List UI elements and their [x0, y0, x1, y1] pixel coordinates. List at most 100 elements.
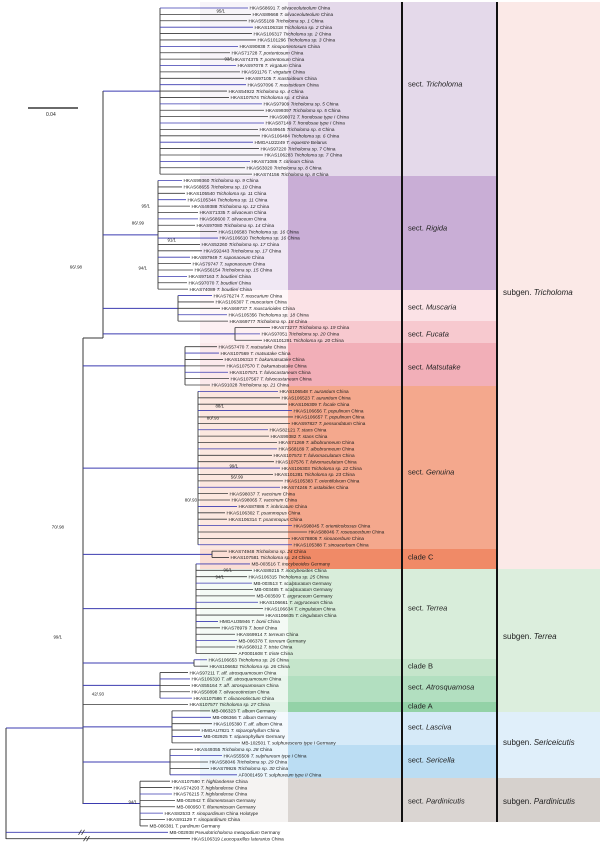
- sect-rigida-label: sect. Rigida: [408, 224, 447, 233]
- support-value: 88/1: [215, 404, 224, 409]
- tip-label: MB-102501 T. sulphurescens type I German…: [242, 741, 337, 746]
- tip-label: HKAS106523 T. aurantium China: [282, 395, 352, 400]
- sect-sericella-tint: [200, 745, 288, 778]
- tip-label: HKAS107577 Tricholoma sp. 27 China: [190, 702, 271, 707]
- tip-label: HKAS106583 Tricholoma sp. 16 China: [219, 229, 300, 234]
- tip-label: HKAS99397 Tricholoma sp. 5 China: [266, 108, 341, 113]
- tip-label: HKAS49388 Tricholoma sp. 12 China: [192, 204, 270, 209]
- tip-label: HKAS106283 Tricholoma sp. 7 China: [265, 153, 343, 158]
- tip-label: AF0001459 T. sulphureum type II China: [239, 773, 322, 778]
- tip-label: HKAS106548 T. aurantium China: [280, 389, 350, 394]
- support-value: 80/.93: [207, 416, 220, 421]
- tip-label: HKAS82121 T. stans China: [270, 427, 327, 432]
- tip-label: HKAS105390 T. aff. album China: [214, 721, 283, 726]
- tip-label: HKAS106319 Leucopaxillus laterarius Chin…: [192, 836, 285, 841]
- sect-fucata-tint: [200, 321, 288, 343]
- sect-terrea-label: sect. Terrea: [408, 604, 447, 613]
- sect-lasciva-tint: [200, 712, 288, 745]
- tip-label: HKAS68600 T. olivaceum China: [200, 217, 267, 222]
- subgen-tricholoma-label: subgen. Tricholoma: [503, 288, 573, 297]
- support-value: 95/1: [141, 204, 150, 209]
- sect-muscaria-tint: [200, 290, 288, 321]
- sect-pardinicutis-label: sect. Pardinicutis: [408, 797, 465, 806]
- tip-label: HKAS91129 T. sinopardinum China: [167, 817, 241, 822]
- tip-label: HKAS97220 Tricholoma sp. 7 China: [261, 146, 336, 151]
- tip-label: HKAS106484 Tricholoma sp. 6 China: [262, 134, 340, 139]
- tip-label: HKAS69914 T. terreum China: [237, 632, 299, 637]
- tip-label: HKAS106657 T. populinum China: [295, 415, 365, 420]
- subgen-pardinicutis-block: [497, 778, 600, 822]
- tip-label: HKAS63020 Tricholoma sp. 8 China: [247, 165, 322, 170]
- tip-label: HKAS55164 T. aff. atrosquamosum China: [192, 683, 280, 688]
- tip-label: HKAS105356 Tricholoma sp. 18 China: [229, 312, 310, 317]
- tip-label: HKAS97909 Tricholoma sp. 5 China: [264, 102, 339, 107]
- tip-label: HKAS106307 T. muscarium China: [216, 300, 288, 305]
- tip-label: HKAS107570 T. bakamatsutake China: [227, 364, 307, 369]
- sect-atrosquamosa-block: [288, 676, 497, 702]
- tip-label: HKAS106313 T. bakamatsutake China: [225, 357, 305, 362]
- clade-a-tint: [200, 702, 288, 712]
- clade-a-label: clade A: [408, 702, 433, 711]
- tip-label: HKAS97827 T. pessundatum China: [292, 421, 366, 426]
- scale-bar-label: 0.04: [46, 112, 56, 118]
- tip-label: HKAS68189 T. albobrunneum China: [279, 447, 355, 452]
- sect-genuina-tint: [200, 386, 288, 549]
- tip-label: HKAS79926 Tricholoma sp. 30 China: [211, 766, 289, 771]
- tip-label: HKAS97080 Tricholoma sp. 14 China: [197, 223, 275, 228]
- tip-label: HKAS68691 T. olivaceoluteolum China: [250, 6, 331, 11]
- support-value: 95/1: [216, 9, 225, 14]
- tip-label: HKAS74089 T. boudieri China: [190, 287, 253, 292]
- tip-label: HKAS82533 T. sinopardinum China Holotype: [165, 811, 259, 816]
- sect-tricholoma-label: sect. Tricholoma: [408, 80, 462, 89]
- subgen-sericeicutis-block: [497, 712, 600, 778]
- sect-muscaria-label: sect. Muscaria: [408, 303, 456, 312]
- tip-label: HKAS98037 T. vaccinum China: [230, 491, 296, 496]
- tip-label: HKAS89215 T. inocybeoides China: [254, 568, 327, 573]
- support-value: 86/.99: [132, 221, 145, 226]
- tip-label: HKAS97949 T. saponaceum China: [192, 255, 265, 260]
- tip-label: HKAS107571 T. fulvocastaneum China: [230, 370, 312, 375]
- tip-label: HKAS106315 Tricholoma sp. 25 China: [249, 574, 330, 579]
- support-value: 94/1: [138, 266, 147, 271]
- tip-label: HKAS49355 Tricholoma sp. 28 China: [195, 747, 273, 752]
- support-value: 66/.98: [70, 265, 83, 270]
- sect-terrea-tint: [200, 569, 288, 659]
- support-value: 99/1: [53, 635, 62, 640]
- tip-label: HKAS106653 Tricholoma sp. 26 China: [209, 657, 290, 662]
- tip-label: HKAS106309 T. focale China: [289, 402, 350, 407]
- tip-label: HKAS107576 T. fulvomaculatum China: [276, 459, 358, 464]
- tip-label: HKAS54922 Tricholoma sp. 4 China: [229, 89, 304, 94]
- tip-label: HKAS106634 T. cingulatum China: [265, 606, 336, 611]
- tip-label: HKAS90838 T. sinoportentosum China: [240, 44, 321, 49]
- tip-label: HKAS50898 T. olivaceotinctum China: [192, 689, 270, 694]
- tip-label: MB-002942 T. filamentosum Germany: [177, 798, 257, 803]
- clade-b-tint: [200, 659, 288, 676]
- tip-label: HKAS89668 T. olivaceoluteolum China: [253, 12, 334, 17]
- tip-label: HKAS105540 Tricholoma sp. 11 China: [187, 191, 267, 196]
- tip-label: MB-003485 T. scalpturatum Germany: [255, 587, 334, 592]
- tip-label: HKAS73277 Tricholoma sp. 19 China: [272, 325, 350, 330]
- tip-label: HKAS97051 Tricholoma sp. 20 China: [262, 332, 340, 337]
- tip-label: HKAS76215 T. highlandense China: [174, 792, 248, 797]
- sect-matsutake-block: [288, 343, 497, 386]
- sect-lasciva-block: [288, 712, 497, 745]
- tip-label: HKAS74246 T. ustaloides China: [282, 485, 349, 490]
- tip-label: HKAS74156 Tricholoma sp. 8 China: [254, 172, 329, 177]
- support-value: 56/.99: [231, 475, 244, 480]
- tip-label: HKAS106318 Tricholoma sp. 2 China: [255, 25, 333, 30]
- tip-label: HKAS79747 T. saponaceum China: [193, 261, 266, 266]
- clade-b-label: clade B: [408, 662, 433, 671]
- sect-fucata-block: [288, 321, 497, 343]
- tip-label: HKAS107574 Tricholoma sp. 4 China: [231, 95, 309, 100]
- sect-atrosquamosa-label: sect. Atrosquamosa: [408, 683, 474, 692]
- clade-a-block: [288, 702, 497, 712]
- tip-label: HKAS106661 T. argyraceum China: [260, 600, 333, 605]
- tip-label: HKAS99382 T. stans China: [271, 434, 328, 439]
- tip-label: HKAS97211 T. aff. atrosquamosum China: [190, 670, 277, 675]
- tip-label: HKAS107567 T. fulvocastaneum China: [231, 376, 313, 381]
- tip-label: HKAS97078 T. virgatum China: [238, 63, 302, 68]
- tip-label: HKAS101296 Tricholoma sp. 3 China: [258, 38, 336, 43]
- sect-tricholoma-block: [288, 2, 497, 176]
